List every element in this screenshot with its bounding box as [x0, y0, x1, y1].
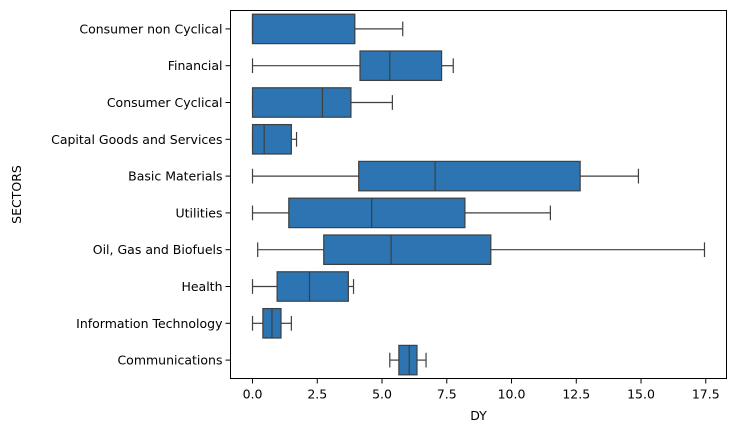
x-tick-label: 10.0 [498, 387, 526, 402]
box-group [251, 123, 298, 155]
plot-frame [230, 10, 727, 379]
y-tick-label: Utilities [175, 205, 222, 220]
box [251, 123, 292, 155]
box [251, 13, 356, 45]
x-tick-label: 15.0 [627, 387, 655, 402]
box [359, 50, 443, 82]
x-tick-label: 0.0 [243, 387, 263, 402]
boxes-layer [251, 13, 706, 376]
box-group [257, 234, 706, 266]
box [276, 271, 349, 302]
y-tick-label: Health [181, 279, 222, 294]
y-axis: Consumer non Cyclical Financial Consumer C… [51, 21, 231, 368]
box-group [251, 197, 551, 229]
box [398, 344, 418, 376]
x-axis-label: DY [470, 408, 487, 423]
box-group [251, 50, 454, 82]
box-group [251, 13, 404, 45]
x-axis: 0.0 2.5 5.0 7.5 10.0 12.5 15.0 17.5 [243, 378, 720, 402]
box-group [251, 307, 292, 339]
y-tick-label: Information Technology [76, 316, 223, 331]
x-tick-label: 5.0 [372, 387, 392, 402]
y-tick-label: Capital Goods and Services [51, 132, 222, 147]
y-axis-label: SECTORS [9, 165, 24, 224]
y-tick-label: Oil, Gas and Biofuels [93, 242, 223, 257]
x-tick-label: 12.5 [562, 387, 590, 402]
box-group [251, 87, 393, 118]
y-tick-label: Financial [168, 58, 223, 73]
x-tick-label: 2.5 [307, 387, 327, 402]
box-group [251, 271, 355, 302]
x-tick-label: 17.5 [692, 387, 720, 402]
box [358, 160, 581, 192]
y-tick-label: Consumer Cyclical [107, 95, 223, 110]
box-group [251, 160, 640, 192]
box [251, 87, 352, 118]
y-tick-label: Basic Materials [128, 169, 222, 184]
box [323, 234, 492, 266]
box-group [389, 344, 427, 376]
x-tick-label: 7.5 [437, 387, 457, 402]
box [288, 197, 466, 229]
y-tick-label: Consumer non Cyclical [79, 21, 222, 36]
y-tick-label: Communications [117, 353, 222, 368]
